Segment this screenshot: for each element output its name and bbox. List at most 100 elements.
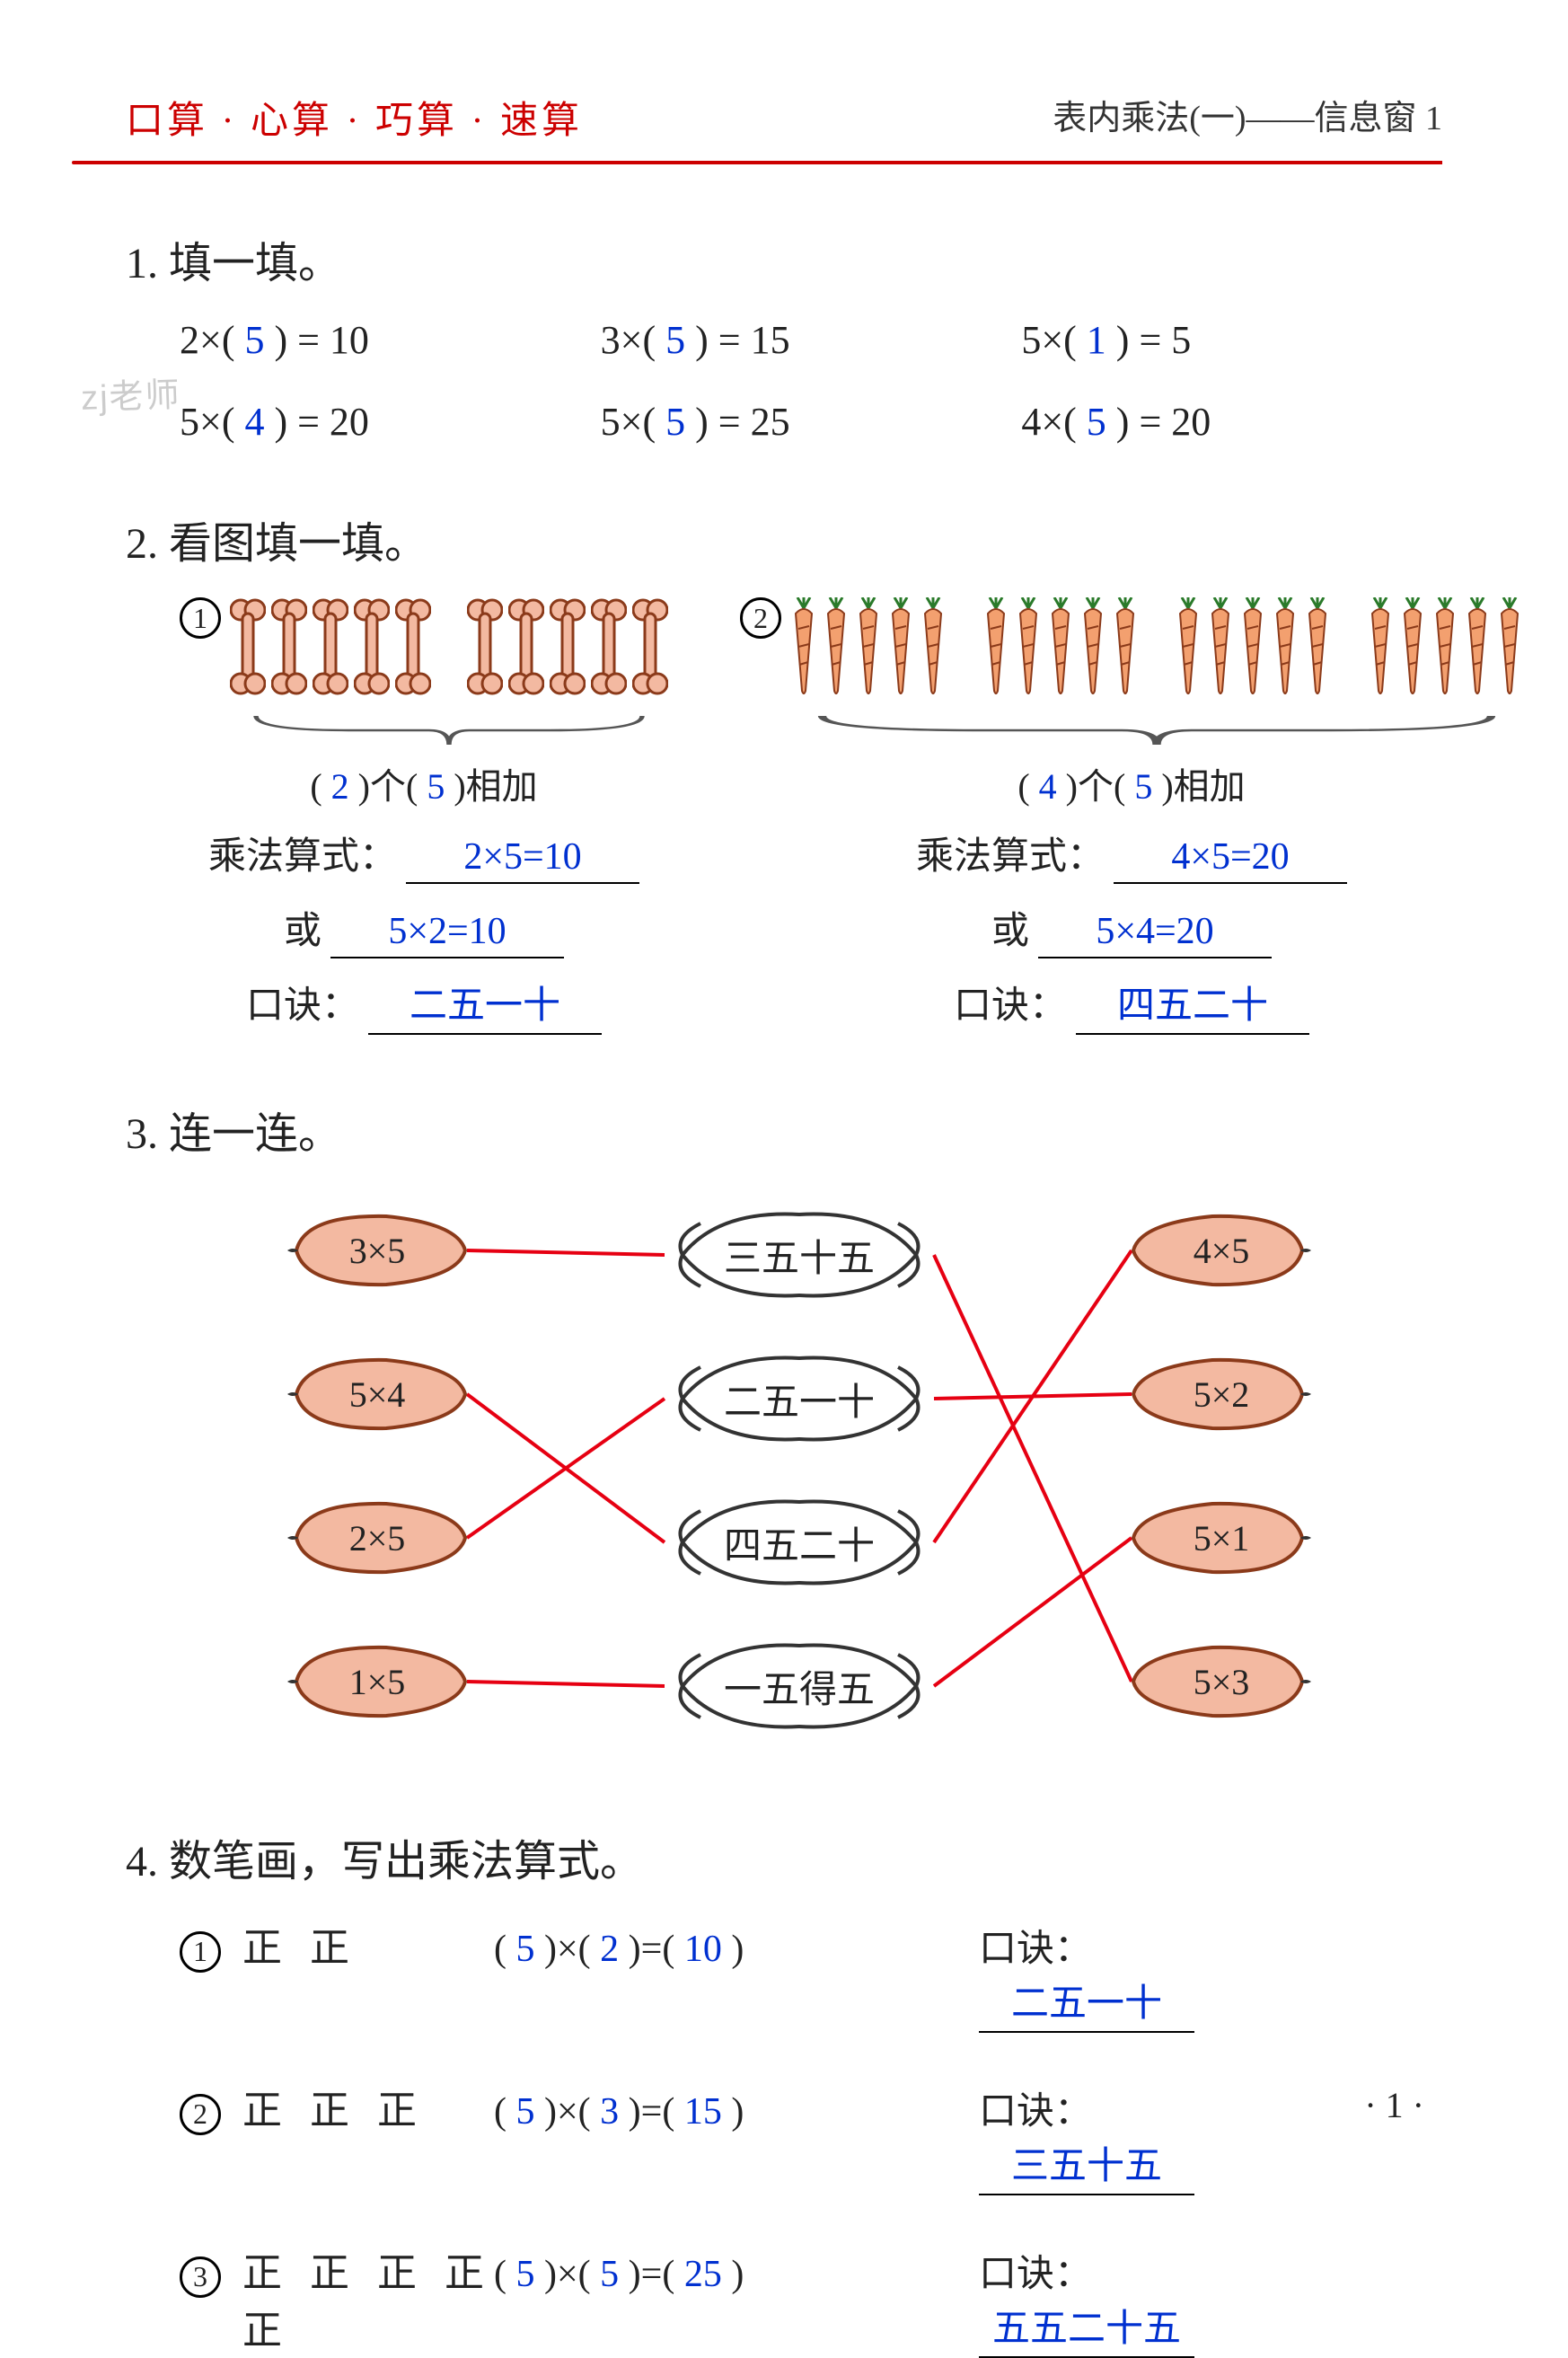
bone-icon [550,597,586,705]
carrot-icon [1431,597,1458,705]
carrot-icon [1079,597,1106,705]
carrot-icon [1464,597,1491,705]
node-label: 5×3 [1194,1661,1250,1703]
q4-row: 2正 正 正( 5 )×( 3 )=( 15 )口诀：三五十五 [180,2078,1442,2195]
q1-answer: 5 [656,400,695,444]
q1-answer: 5 [656,318,695,362]
q2: 2. 看图填一填。 1 [126,508,1442,1035]
carrot-icon [1239,597,1266,705]
leaf-node: 3×5 [287,1205,467,1295]
q1-pre: 2×( [180,318,234,362]
q2-answer-line: 乘法算式：2×5=10 [180,826,668,884]
q2-answer: 5×2=10 [330,910,564,958]
q1-item: 5×( 4 ) = 20 [180,399,601,445]
connection-line [934,1538,1132,1686]
carrot-icon [887,597,914,705]
carrot-icon [1304,597,1331,705]
q2-number: 2 [740,597,781,639]
q4-chars: 正 正 [242,1915,494,1973]
carrot-icon [982,597,1009,705]
node-label: 1×5 [349,1661,406,1703]
page-number: · 1 · [1364,2084,1424,2126]
carrot-icon [790,597,817,705]
header-left: 口算 · 心算 · 巧算 · 速算 [126,90,583,145]
carrot-icon [823,597,850,705]
bone-icon [632,597,668,705]
connection-line [467,1682,665,1686]
connection-line [467,1250,665,1255]
q1: 1. 填一填。 2×( 5 ) = 103×( 5 ) = 155×( 1 ) … [126,227,1442,445]
q4: 4. 数笔画，写出乘法算式。 1正 正( 5 )×( 2 )=( 10 )口诀：… [126,1825,1442,2358]
bone-icon [354,597,390,705]
carrot-icon [1207,597,1234,705]
node-label: 3×5 [349,1230,406,1272]
q4-chars: 正 正 正 正 正 [242,2240,494,2355]
q2-right: 2 [740,597,1523,1035]
q2-answer: 四五二十 [1076,975,1309,1035]
q2-answer-line: 口诀：四五二十 [740,975,1523,1035]
leaf-node: 2×5 [287,1493,467,1583]
q2-label: 口诀： [954,975,1067,1029]
q2-label: 或 [284,900,322,955]
q2-answer-line: 口诀：二五一十 [180,975,668,1035]
q2-count-line: ( 4 )个( 5 )相加 [740,757,1523,809]
carrot-icon [855,597,882,705]
q1-title: 1. 填一填。 [126,227,1442,290]
q4-expression: ( 5 )×( 5 )=( 25 ) [494,2253,979,2296]
q1-item: 3×( 5 ) = 15 [601,317,1022,363]
q3: 3. 连一连。 3×5 5×4 2×5 1×5 三五十五 二五一十 四五二十 一… [126,1098,1442,1762]
q4-rule-answer: 三五十五 [979,2135,1194,2195]
carrot-icon [1367,597,1394,705]
q1-post: ) = 15 [695,318,789,362]
q3-area: 3×5 5×4 2×5 1×5 三五十五 二五一十 四五二十 一五得五 4×5 … [180,1188,1419,1762]
q2-answer: 2×5=10 [406,835,639,884]
brace-icon [248,712,650,748]
q4-rule: 口诀：二五一十 [979,1918,1302,2033]
q2-label: 口诀： [246,975,359,1029]
leaf-node: 4×5 [1132,1205,1311,1295]
bone-icon [395,597,431,705]
q2-number: 1 [180,597,221,639]
node-label: 二五一十 [724,1372,875,1426]
bone-icon [313,597,348,705]
q1-post: ) = 5 [1116,318,1191,362]
bone-icon [230,597,266,705]
page-header: 口算 · 心算 · 巧算 · 速算 表内乘法(一)——信息窗 1 [126,90,1442,164]
header-right: 表内乘法(一)——信息窗 1 [1053,90,1442,145]
q1-item: 2×( 5 ) = 10 [180,317,601,363]
q1-answer: 4 [234,400,274,444]
q1-post: ) = 10 [274,318,368,362]
carrot-icon [1496,597,1523,705]
brace-icon [808,712,1505,748]
node-label: 2×5 [349,1517,406,1559]
q3-title: 3. 连一连。 [126,1098,1442,1161]
q1-answer: 5 [234,318,274,362]
node-label: 三五十五 [724,1228,875,1283]
q2-title: 2. 看图填一填。 [126,508,1442,570]
carrot-icon [1112,597,1139,705]
carrot-icon [1015,597,1042,705]
q4-number: 2 [180,2094,221,2135]
node-label: 5×4 [349,1373,406,1416]
q2-label: 或 [991,900,1029,955]
bone-icon [467,597,503,705]
q4-rows: 1正 正( 5 )×( 2 )=( 10 )口诀：二五一十 2正 正 正( 5 )… [126,1915,1442,2358]
q1-pre: 5×( [601,400,656,444]
q4-expression: ( 5 )×( 2 )=( 10 ) [494,1928,979,1971]
q4-row: 1正 正( 5 )×( 2 )=( 10 )口诀：二五一十 [180,1915,1442,2033]
q4-title: 4. 数笔画，写出乘法算式。 [126,1825,1442,1888]
q1-pre: 4×( [1021,400,1076,444]
q1-answer: 1 [1077,318,1116,362]
q1-item: 5×( 5 ) = 25 [601,399,1022,445]
q4-number: 3 [180,2256,221,2298]
leaf-node: 1×5 [287,1637,467,1727]
leaf-node: 5×4 [287,1349,467,1439]
leaf-node: 5×1 [1132,1493,1311,1583]
carrot-icon [920,597,947,705]
leaf-node: 5×3 [1132,1637,1311,1727]
q1-item: 4×( 5 ) = 20 [1021,399,1442,445]
node-label: 4×5 [1194,1230,1250,1272]
connection-line [934,1255,1132,1682]
q1-post: ) = 20 [274,400,368,444]
q2-answer: 5×4=20 [1038,910,1272,958]
